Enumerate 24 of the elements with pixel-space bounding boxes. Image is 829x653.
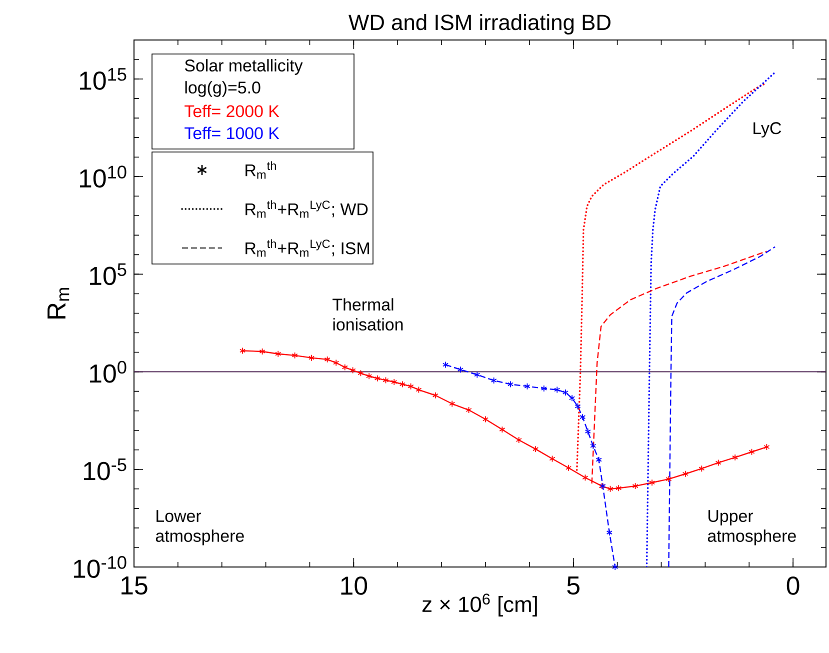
y-tick-label: 10$^{0}$ (90, 360, 126, 383)
annotation: Lower atmosphere (156, 510, 244, 546)
x-tick-label: 15 (122, 576, 148, 595)
x-tick-label: 5 (567, 576, 580, 595)
annotation: Teff= 2000 K (184, 104, 280, 118)
annotation: R$_{m}$$^{th}$+R$_{m}$$^{LyC}$; ISM (246, 239, 369, 257)
y-tick-label: 10$^{10}$ (80, 166, 126, 188)
y-axis-title: R$_{m}$ (48, 288, 70, 319)
annotation: Thermal ionisation (332, 298, 403, 331)
x-tick-label: 0 (786, 576, 800, 595)
x-axis-title: z × 10$^{6}$ [cm] (422, 594, 537, 616)
annotation: R$_{m}$$^{th}$+R$_{m}$$^{LyC}$; WD (246, 200, 368, 218)
y-tick-label: 10$^{5}$ (90, 263, 126, 286)
annotation: Solar metallicity (184, 59, 303, 75)
x-tick-label: 10 (341, 576, 368, 595)
chart-title: WD and ISM irradiating BD (348, 14, 610, 34)
y-tick-label: 10$^{15}$ (80, 68, 126, 90)
y-tick-label: 10$^{-10}$ (74, 556, 126, 578)
annotation: R$_{m}$th (246, 161, 276, 179)
annotation: Teff= 1000 K (184, 126, 280, 140)
annotation: Upper atmosphere (708, 510, 796, 546)
annotation: LyC (754, 122, 782, 138)
annotation: log(g)=5.0 (185, 81, 260, 97)
y-tick-label: 10$^{-5}$ (84, 458, 126, 480)
